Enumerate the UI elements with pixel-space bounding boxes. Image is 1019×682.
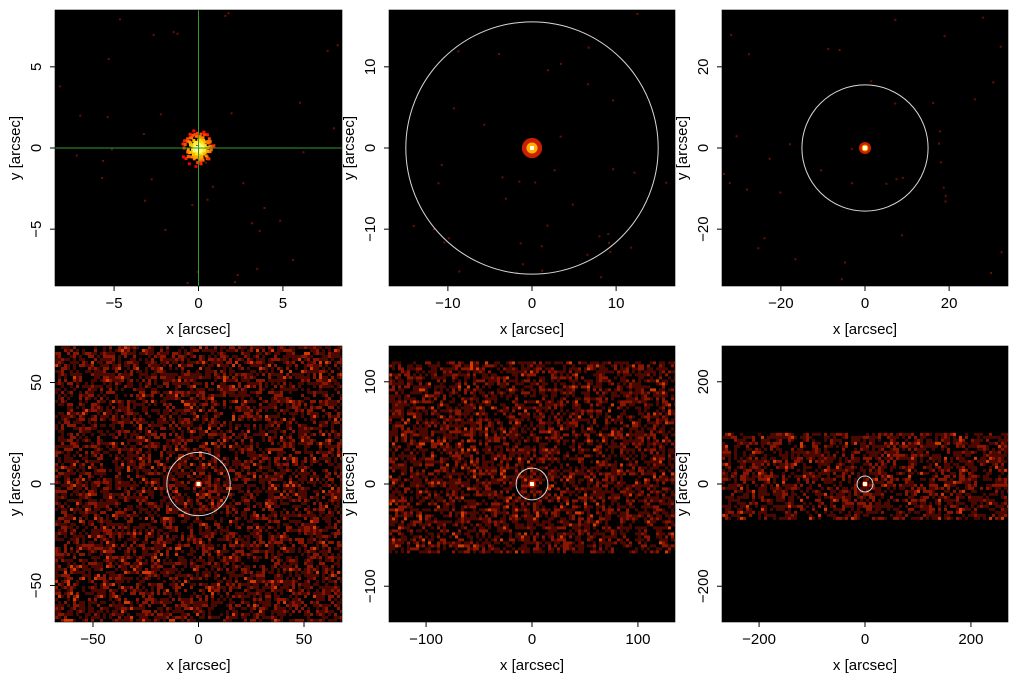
- plot-frame: [721, 9, 1009, 287]
- background-counts-low: [389, 361, 675, 554]
- y-axis-label: y [arcsec]: [341, 116, 358, 180]
- panel-4: −50 0 50 x [arcsec] −50 0 50 y [arcsec]: [7, 345, 343, 674]
- y-tick-label: 5: [28, 63, 45, 71]
- background-counts-mid: [55, 346, 342, 622]
- x-axis-label: x [arcsec]: [833, 321, 897, 338]
- count-map: [389, 361, 675, 554]
- y-tick-label: −10: [362, 216, 379, 241]
- y-tick-label: 200: [695, 369, 712, 394]
- y-tick-label: 0: [362, 480, 379, 488]
- source: [858, 141, 872, 155]
- extraction-circle: [405, 21, 659, 275]
- extraction-circle: [801, 84, 929, 212]
- y-tick-label: −100: [362, 569, 379, 603]
- y-axis: −100 0 100 y [arcsec]: [341, 369, 389, 603]
- y-axis-label: y [arcsec]: [7, 452, 24, 516]
- y-tick-label: −20: [695, 216, 712, 241]
- source: [194, 480, 203, 488]
- x-tick-label: 100: [625, 631, 650, 648]
- x-tick-label: 0: [194, 631, 202, 648]
- y-tick-label: 100: [362, 369, 379, 394]
- x-tick-label: 5: [279, 295, 287, 312]
- x-axis: −5 0 5 x [arcsec]: [106, 286, 287, 338]
- x-axis-label: x [arcsec]: [833, 657, 897, 674]
- y-axis: −200 0 200 y [arcsec]: [674, 369, 722, 603]
- x-tick-label: −20: [768, 295, 793, 312]
- x-axis-label: x [arcsec]: [500, 321, 564, 338]
- y-tick-label: 0: [695, 144, 712, 152]
- panel-6: −200 0 200 x [arcsec] −200 0 200 y [arcsec]: [674, 345, 1009, 674]
- x-tick-label: 50: [296, 631, 313, 648]
- y-tick-label: −5: [28, 221, 45, 238]
- y-axis: −20 0 20 y [arcsec]: [674, 58, 722, 242]
- source: [521, 137, 543, 159]
- count-map: [405, 12, 668, 279]
- x-tick-label: 20: [941, 295, 958, 312]
- x-tick-label: −100: [409, 631, 443, 648]
- plot-frame: [721, 345, 1009, 623]
- x-tick-label: 0: [528, 295, 536, 312]
- source: [861, 480, 869, 488]
- y-axis: −10 0 10 y [arcsec]: [341, 58, 389, 242]
- panel-2: −10 0 10 x [arcsec] −10 0 10 y [arcsec]: [341, 9, 676, 338]
- x-tick-label: 0: [861, 295, 869, 312]
- x-tick-label: −10: [435, 295, 460, 312]
- count-map: [723, 16, 1003, 281]
- plot-frame: [388, 345, 676, 623]
- y-axis-label: y [arcsec]: [674, 116, 691, 180]
- y-axis: −5 0 5 y [arcsec]: [7, 63, 55, 238]
- y-axis-label: y [arcsec]: [341, 452, 358, 516]
- x-axis-label: x [arcsec]: [500, 657, 564, 674]
- count-map: [55, 10, 342, 286]
- y-axis-label: y [arcsec]: [7, 116, 24, 180]
- x-tick-label: 10: [608, 295, 625, 312]
- y-tick-label: 0: [695, 480, 712, 488]
- extraction-circle: [166, 451, 231, 517]
- x-tick-label: −50: [80, 631, 105, 648]
- x-tick-label: 0: [194, 295, 202, 312]
- panel-3: −20 0 20 x [arcsec] −20 0 20 y [arcsec]: [674, 9, 1009, 338]
- x-axis: −200 0 200 x [arcsec]: [742, 622, 983, 674]
- count-map: [55, 346, 342, 622]
- x-tick-label: −5: [106, 295, 123, 312]
- y-tick-label: −200: [695, 569, 712, 603]
- x-tick-label: 0: [528, 631, 536, 648]
- y-axis-label: y [arcsec]: [674, 452, 691, 516]
- y-axis: −50 0 50 y [arcsec]: [7, 374, 55, 598]
- extraction-circle: [856, 475, 874, 493]
- plot-frame: [54, 9, 343, 287]
- plot-frame: [388, 9, 676, 287]
- y-tick-label: 50: [28, 374, 45, 391]
- extraction-circle: [515, 467, 549, 501]
- x-tick-label: 0: [861, 631, 869, 648]
- x-axis: −10 0 10 x [arcsec]: [435, 286, 624, 338]
- x-axis-label: x [arcsec]: [166, 321, 230, 338]
- y-tick-label: 20: [695, 58, 712, 75]
- y-tick-label: 0: [362, 144, 379, 152]
- y-tick-label: 10: [362, 58, 379, 75]
- panel-1: −5 0 5 x [arcsec] −5 0 5 y [arcsec]: [7, 9, 343, 338]
- x-axis-label: x [arcsec]: [166, 657, 230, 674]
- background-counts-mid: [722, 432, 1008, 520]
- plot-frame: [54, 345, 343, 623]
- y-tick-label: 0: [28, 480, 45, 488]
- x-axis: −20 0 20 x [arcsec]: [768, 286, 957, 338]
- y-tick-label: 0: [28, 144, 45, 152]
- source: [181, 129, 216, 168]
- x-axis: −50 0 50 x [arcsec]: [80, 622, 312, 674]
- y-tick-label: −50: [28, 573, 45, 598]
- x-tick-label: 200: [958, 631, 983, 648]
- x-axis: −100 0 100 x [arcsec]: [409, 622, 650, 674]
- x-tick-label: −200: [742, 631, 776, 648]
- panel-5: −100 0 100 x [arcsec] −100 0 100 y [arcsec]: [341, 345, 676, 674]
- source: [528, 480, 536, 488]
- count-map: [722, 432, 1008, 520]
